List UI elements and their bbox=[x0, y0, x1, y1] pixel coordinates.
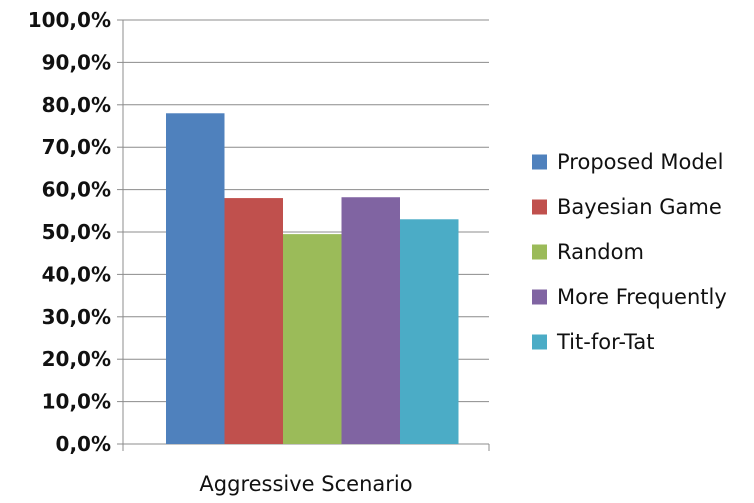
legend-swatch-bayesian-game bbox=[532, 199, 547, 215]
legend: Proposed Model Bayesian Game Random More Fr… bbox=[532, 150, 727, 354]
x-category-label: Aggressive Scenario bbox=[199, 472, 412, 496]
y-tick-label: 50,0% bbox=[42, 220, 111, 244]
legend-label-more-frequently: More Frequently bbox=[557, 285, 727, 309]
y-tick-label: 90,0% bbox=[42, 50, 111, 74]
bar-bayesian-game bbox=[224, 198, 283, 444]
legend-swatch-tit-for-tat bbox=[532, 334, 547, 350]
y-tick-label: 70,0% bbox=[42, 135, 111, 159]
bar-proposed-model bbox=[166, 113, 225, 444]
y-tick-label: 40,0% bbox=[42, 262, 111, 286]
y-tick-label: 100,0% bbox=[28, 8, 111, 32]
bar-random bbox=[283, 234, 342, 444]
legend-swatch-more-frequently bbox=[532, 289, 547, 305]
legend-label-random: Random bbox=[557, 240, 644, 264]
y-tick-labels: 0,0% 10,0% 20,0% 30,0% 40,0% 50,0% 60,0% 70,0% 8… bbox=[28, 8, 111, 456]
y-tick-label: 10,0% bbox=[42, 390, 111, 414]
legend-swatch-random bbox=[532, 244, 547, 260]
bars bbox=[166, 113, 459, 444]
y-tick-label: 30,0% bbox=[42, 305, 111, 329]
x-category-labels: Aggressive Scenario bbox=[199, 472, 412, 496]
bar-more-frequently bbox=[341, 197, 400, 444]
legend-swatch-proposed-model bbox=[532, 154, 547, 170]
bar-tit-for-tat bbox=[400, 219, 459, 444]
legend-label-tit-for-tat: Tit-for-Tat bbox=[556, 330, 654, 354]
y-tick-label: 60,0% bbox=[42, 178, 111, 202]
y-tick-label: 0,0% bbox=[56, 432, 111, 456]
y-tick-label: 20,0% bbox=[42, 347, 111, 371]
y-tick-label: 80,0% bbox=[42, 93, 111, 117]
legend-label-proposed-model: Proposed Model bbox=[557, 150, 723, 174]
legend-label-bayesian-game: Bayesian Game bbox=[557, 195, 722, 219]
